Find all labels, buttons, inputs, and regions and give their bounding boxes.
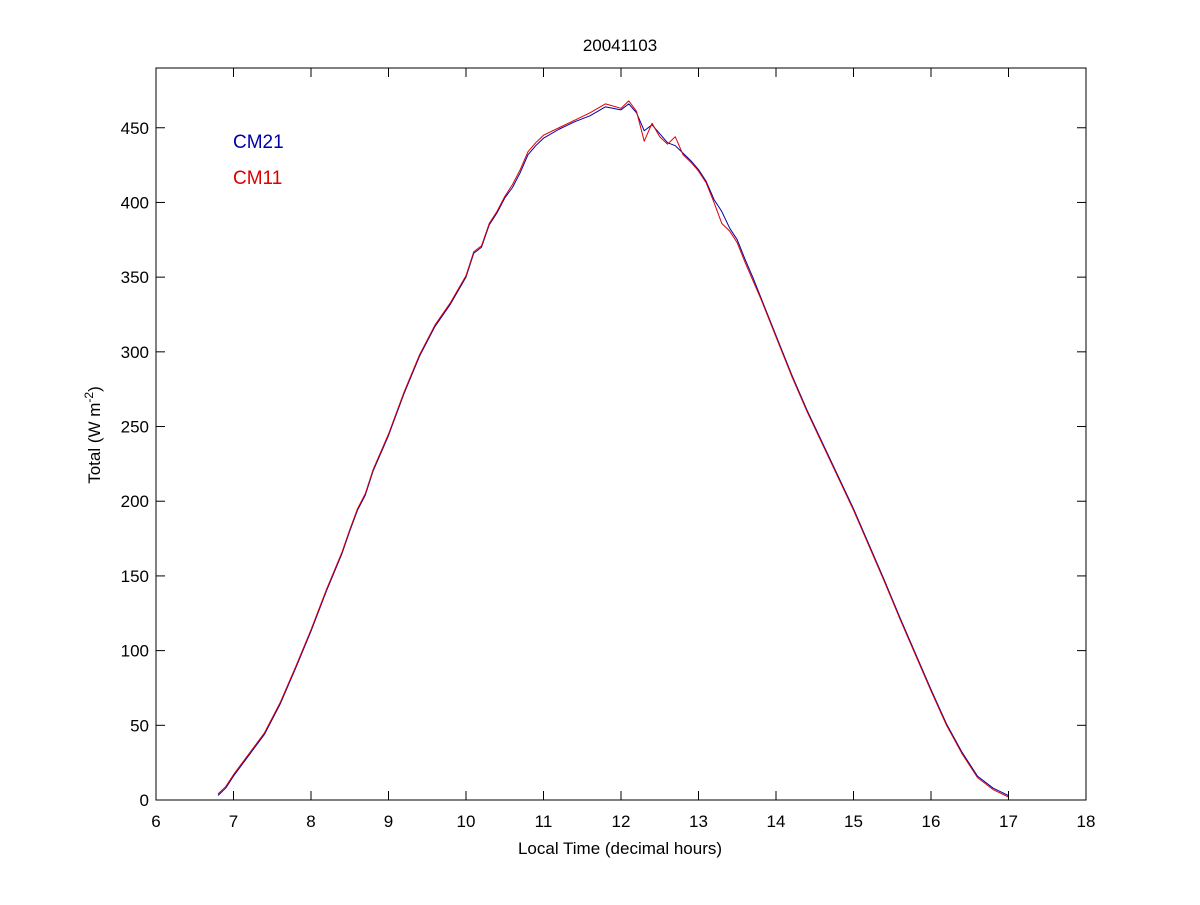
y-tick-label: 150 — [121, 567, 149, 586]
y-axis-label-main: Total (W m — [85, 403, 104, 484]
x-axis: 6 7 8 9 10 11 12 13 14 15 16 17 18 — [151, 68, 1095, 831]
y-tick-label: 450 — [121, 119, 149, 138]
y-tick-label: 400 — [121, 193, 149, 212]
legend-entry-cm21: CM21 — [233, 132, 284, 153]
x-tick-label: 13 — [689, 812, 708, 831]
x-tick-label: 10 — [457, 812, 476, 831]
y-axis-label-close: ) — [85, 386, 104, 392]
series-line-cm21 — [217, 103, 1009, 796]
y-tick-label: 350 — [121, 268, 149, 287]
y-axis-label: Total (W m-2) — [82, 386, 104, 484]
x-tick-label: 12 — [612, 812, 631, 831]
y-tick-label: 200 — [121, 492, 149, 511]
chart-title: 20041103 — [583, 36, 657, 55]
legend: CM21 CM11 — [233, 132, 284, 189]
x-tick-label: 8 — [306, 812, 315, 831]
series-layer — [217, 100, 1009, 798]
y-tick-label: 0 — [140, 791, 149, 810]
x-tick-label: 9 — [384, 812, 393, 831]
y-tick-label: 100 — [121, 642, 149, 661]
y-tick-label: 50 — [130, 716, 149, 735]
x-tick-label: 14 — [767, 812, 786, 831]
x-tick-label: 17 — [999, 812, 1018, 831]
x-tick-label: 6 — [151, 812, 160, 831]
series-line-cm11 — [217, 100, 1009, 798]
x-tick-label: 18 — [1077, 812, 1096, 831]
y-axis: 0 50 100 150 200 250 300 350 400 450 — [121, 119, 1086, 810]
legend-entry-cm11: CM11 — [233, 168, 282, 189]
y-tick-label: 250 — [121, 418, 149, 437]
x-tick-label: 11 — [535, 812, 553, 831]
y-tick-label: 300 — [121, 343, 149, 362]
x-tick-label: 16 — [922, 812, 941, 831]
x-axis-label: Local Time (decimal hours) — [518, 839, 722, 858]
x-tick-label: 7 — [229, 812, 238, 831]
y-axis-label-superscript: -2 — [82, 392, 96, 403]
x-tick-label: 15 — [844, 812, 863, 831]
